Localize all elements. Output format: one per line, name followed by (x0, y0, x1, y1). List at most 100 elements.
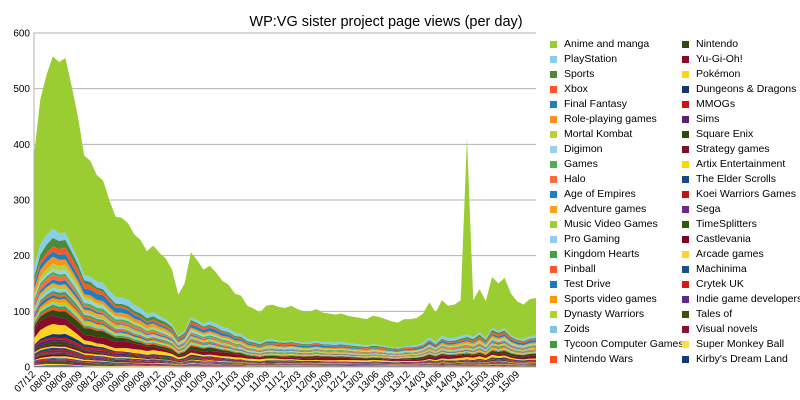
area-the-elder-scrolls (34, 347, 536, 365)
legend-swatch (550, 40, 557, 48)
area-sega (34, 351, 536, 366)
legend-swatch (550, 220, 557, 228)
area-machinima (34, 358, 536, 366)
legend-label: Pinball (564, 263, 596, 275)
legend-item: Tales of (682, 307, 732, 321)
legend-label: Tales of (696, 308, 733, 320)
legend-label: Halo (564, 173, 586, 185)
legend-swatch (682, 280, 689, 288)
legend-label: Test Drive (564, 278, 611, 290)
area-artix-entertainment (34, 346, 536, 365)
legend-item: Visual novels (682, 322, 758, 336)
legend-label: Anime and manga (564, 38, 650, 50)
legend-item: Kingdom Hearts (550, 247, 639, 261)
legend-swatch (682, 115, 689, 123)
legend-swatch (550, 265, 557, 273)
legend-swatch (682, 235, 689, 243)
legend-item: Adventure games (550, 202, 646, 216)
series-areas (34, 56, 536, 367)
legend-label: Square Enix (696, 128, 754, 140)
legend-swatch (550, 55, 557, 63)
area-koei-warriors-games (34, 349, 536, 365)
legend-item: Super Monkey Ball (682, 337, 784, 351)
legend-item: MMOGs (682, 97, 735, 111)
legend-swatch (682, 130, 689, 138)
legend-item: Music Video Games (550, 217, 658, 231)
area-visual-novels (34, 363, 536, 367)
legend-label: Xbox (564, 83, 588, 95)
area-halo (34, 274, 536, 355)
legend-item: Zoids (550, 322, 590, 336)
legend-label: Artix Entertainment (696, 158, 786, 170)
legend-label: Visual novels (696, 323, 758, 335)
legend-item: Sports (550, 67, 594, 81)
area-mortal-kombat (34, 263, 536, 353)
legend-swatch (682, 295, 689, 303)
legend-item: Kirby's Dream Land (682, 352, 788, 366)
legend-swatch (550, 115, 557, 123)
legend-item: Pro Gaming (550, 232, 620, 246)
legend-label: Sports video games (564, 293, 657, 305)
legend-swatch (550, 85, 557, 93)
area-sims (34, 339, 536, 364)
area-super-monkey-ball (34, 363, 536, 367)
y-tick-label: 200 (13, 251, 30, 262)
area-role-playing-games (34, 256, 536, 353)
legend-label: Arcade games (696, 248, 764, 260)
legend-item: Arcade games (682, 247, 764, 261)
legend-swatch (682, 40, 689, 48)
legend-swatch (682, 310, 689, 318)
legend-label: Zoids (564, 323, 590, 335)
legend-item: Sega (682, 202, 721, 216)
area-pok-mon (34, 323, 536, 363)
area-anime-and-manga (34, 56, 536, 348)
legend-item: Tycoon Computer Games (550, 337, 684, 351)
y-axis-ticks: 0 100 200 300 400 500 600 (13, 29, 30, 374)
legend-item: Final Fantasy (550, 97, 627, 111)
legend-item: Square Enix (682, 127, 753, 141)
legend-label: Digimon (564, 143, 603, 155)
legend-label: Castlevania (696, 233, 751, 245)
legend-swatch (682, 205, 689, 213)
chart-title: WP:VG sister project page views (per day… (249, 14, 522, 30)
legend-item: Pokémon (682, 67, 740, 81)
legend-swatch (550, 235, 557, 243)
legend-label: Koei Warriors Games (696, 188, 796, 200)
legend-item: Age of Empires (550, 187, 636, 201)
legend-item: Sports video games (550, 292, 657, 306)
legend-label: Dungeons & Dragons (696, 83, 797, 95)
axes (33, 33, 536, 368)
legend-swatch (550, 310, 557, 318)
legend-item: Indie game developers (682, 292, 800, 306)
y-tick-label: 500 (13, 84, 30, 95)
legend-swatch (550, 100, 557, 108)
legend-item: PlayStation (550, 52, 617, 66)
legend-swatch (682, 220, 689, 228)
legend-swatch (550, 340, 557, 348)
legend-item: Role-playing games (550, 112, 657, 126)
legend-label: Nintendo (696, 38, 739, 50)
legend-item: Strategy games (682, 142, 770, 156)
legend-swatch (550, 70, 557, 78)
legend-item: Halo (550, 172, 586, 186)
legend-label: Strategy games (696, 143, 770, 155)
area-nintendo-wars (34, 307, 536, 359)
legend-label: Age of Empires (564, 188, 636, 200)
legend-label: Sims (696, 113, 720, 125)
legend-label: Mortal Kombat (564, 128, 633, 140)
legend-item: Nintendo (682, 37, 738, 51)
legend-label: Crytek UK (696, 278, 744, 290)
x-axis-ticks: 07/1208/0308/0608/0908/1209/0309/0609/09… (13, 369, 523, 395)
legend-item: Pinball (550, 262, 596, 276)
legend-label: Role-playing games (564, 113, 657, 125)
legend-item: Koei Warriors Games (682, 187, 796, 201)
area-dungeons-dragons (34, 333, 536, 363)
legend-label: Tycoon Computer Games (564, 338, 684, 350)
legend-item: Dungeons & Dragons (682, 82, 796, 96)
legend-swatch (550, 205, 557, 213)
legend-label: Sports (564, 68, 595, 80)
y-tick-label: 600 (13, 29, 30, 40)
area-castlevania (34, 354, 536, 366)
legend-swatch (550, 355, 557, 363)
legend-swatch (550, 250, 557, 258)
